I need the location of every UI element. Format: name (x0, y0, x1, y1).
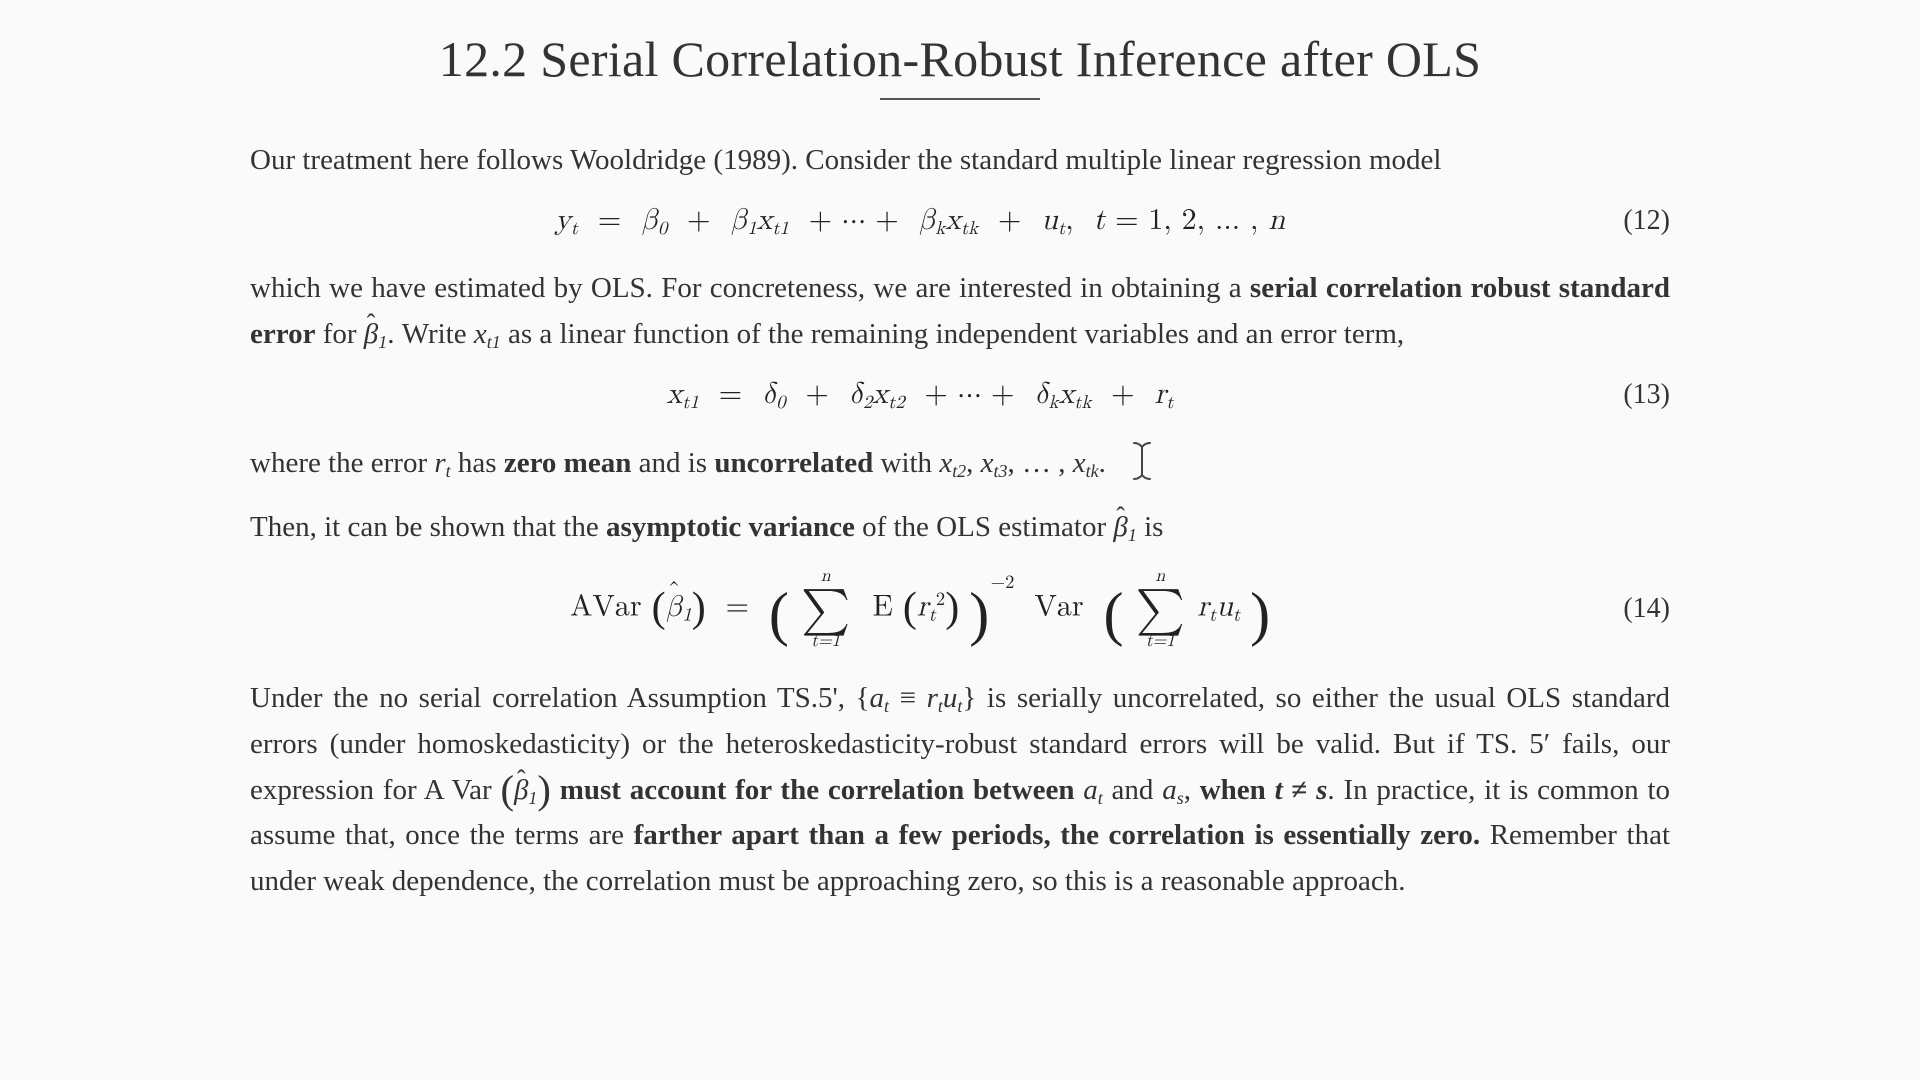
equation-12-row: yt = β0 + β1xt1 + ⋯ + βkxtk + ut, t = 1,… (250, 202, 1670, 240)
text: when (1200, 774, 1275, 806)
equation-14-row: AVar (β1) = ( n ∑ t=1 E (rt2) )−2 Var ( … (250, 568, 1670, 650)
term-uncorrelated: uncorrelated (714, 447, 873, 479)
title-underline (880, 98, 1040, 100)
text: . (1099, 447, 1106, 479)
text-cursor-icon (1131, 440, 1153, 482)
equation-14: AVar (β1) = ( n ∑ t=1 E (rt2) )−2 Var ( … (250, 568, 1590, 650)
text: is (1137, 511, 1164, 543)
term-account-correlation: must account for the correlation between (560, 774, 1075, 806)
text: where the error (250, 447, 434, 479)
text: and (1103, 774, 1162, 806)
text: of the OLS estimator (855, 511, 1114, 543)
term-farther-apart: farther apart than a few periods, the co… (634, 819, 1481, 851)
equation-14-number: (14) (1590, 593, 1670, 625)
para-after-eq14: Under the no serial correlation Assumpti… (250, 676, 1670, 905)
term-asymptotic-variance: asymptotic variance (606, 511, 855, 543)
text: as a linear function of the remaining in… (501, 318, 1404, 350)
text: which we have estimated by OLS. For conc… (250, 272, 1250, 304)
text: has (451, 447, 504, 479)
term-zero-mean: zero mean (504, 447, 632, 479)
section-title: 12.2 Serial Correlation-Robust Inference… (250, 30, 1670, 88)
page-content: 12.2 Serial Correlation-Robust Inference… (250, 0, 1670, 905)
text: Under the no serial correlation Assumpti… (250, 682, 856, 714)
equation-13-row: xt1 = δ0 + δ2xt2 + ⋯ + δkxtk + rt (13) (250, 376, 1670, 414)
equation-12-number: (12) (1590, 205, 1670, 237)
text: . Write (387, 318, 474, 350)
equation-13-number: (13) (1590, 379, 1670, 411)
equation-12: yt = β0 + β1xt1 + ⋯ + βkxtk + ut, t = 1,… (250, 202, 1590, 240)
para-asymptotic-variance: Then, it can be shown that the asymptoti… (250, 505, 1670, 551)
para-intro: Our treatment here follows Wooldridge (1… (250, 138, 1670, 184)
term-when-t-neq-s: when t ≠ s (1200, 774, 1328, 806)
text: Then, it can be shown that the (250, 511, 606, 543)
text: with (873, 447, 939, 479)
para-after-eq12: which we have estimated by OLS. For conc… (250, 266, 1670, 358)
para-after-eq13: where the error rt has zero mean and is … (250, 440, 1670, 487)
text: for (315, 318, 363, 350)
text: and is (631, 447, 714, 479)
equation-13: xt1 = δ0 + δ2xt2 + ⋯ + δkxtk + rt (250, 376, 1590, 414)
